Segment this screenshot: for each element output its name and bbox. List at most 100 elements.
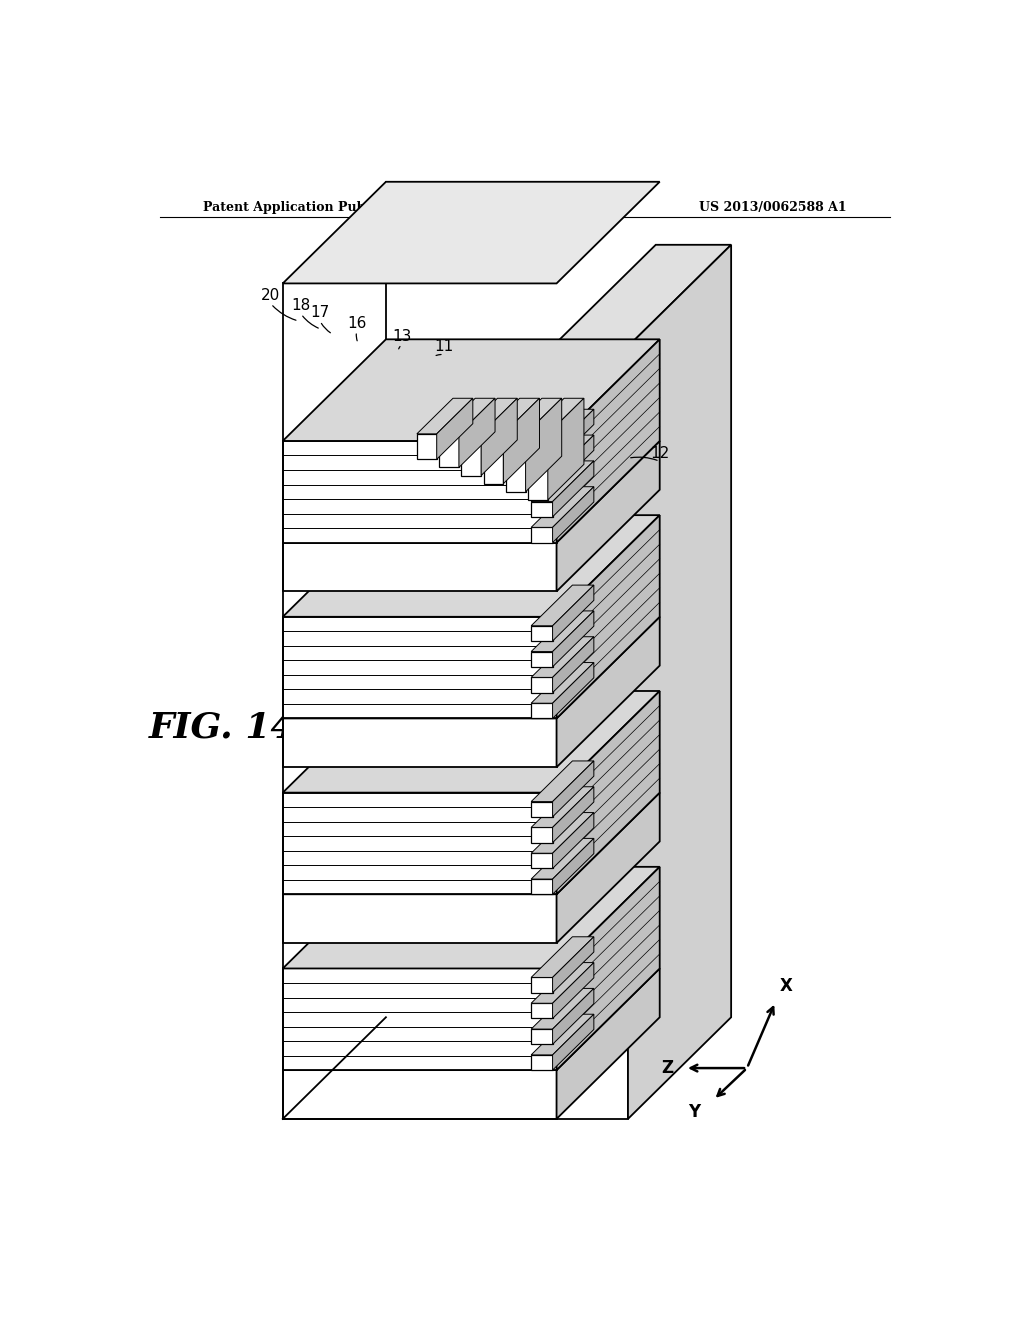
Polygon shape xyxy=(531,626,553,642)
Polygon shape xyxy=(283,543,557,591)
Polygon shape xyxy=(557,441,659,591)
Polygon shape xyxy=(283,792,659,894)
Polygon shape xyxy=(553,585,594,642)
Polygon shape xyxy=(531,636,594,677)
Polygon shape xyxy=(531,853,553,869)
Polygon shape xyxy=(283,616,557,718)
Text: Z: Z xyxy=(662,1059,674,1077)
Polygon shape xyxy=(531,436,594,475)
Polygon shape xyxy=(531,677,553,693)
Polygon shape xyxy=(283,718,557,767)
Polygon shape xyxy=(628,244,731,1119)
Polygon shape xyxy=(531,487,594,528)
Text: Mar. 14, 2013  Sheet 27 of 27: Mar. 14, 2013 Sheet 27 of 27 xyxy=(370,201,578,214)
Polygon shape xyxy=(553,937,594,993)
Polygon shape xyxy=(557,969,659,1119)
Polygon shape xyxy=(283,441,557,543)
Text: Patent Application Publication: Patent Application Publication xyxy=(204,201,419,214)
Polygon shape xyxy=(531,461,594,502)
Text: US 2013/0062588 A1: US 2013/0062588 A1 xyxy=(699,201,847,214)
Polygon shape xyxy=(531,611,594,652)
Polygon shape xyxy=(557,867,659,1071)
Text: X: X xyxy=(780,977,793,995)
Polygon shape xyxy=(461,434,481,475)
Polygon shape xyxy=(553,1014,594,1071)
Polygon shape xyxy=(528,434,548,500)
Polygon shape xyxy=(283,1071,557,1119)
Polygon shape xyxy=(283,690,659,792)
Polygon shape xyxy=(506,399,562,434)
Polygon shape xyxy=(483,434,504,483)
Polygon shape xyxy=(557,690,659,894)
Polygon shape xyxy=(531,879,553,894)
Polygon shape xyxy=(553,838,594,894)
Polygon shape xyxy=(531,502,553,517)
Polygon shape xyxy=(531,813,594,853)
Polygon shape xyxy=(459,399,495,467)
Polygon shape xyxy=(531,937,594,977)
Text: Y: Y xyxy=(688,1104,700,1121)
Polygon shape xyxy=(531,838,594,879)
Polygon shape xyxy=(439,434,459,467)
Polygon shape xyxy=(531,1030,553,1044)
Polygon shape xyxy=(283,515,659,616)
Polygon shape xyxy=(531,652,553,667)
Polygon shape xyxy=(557,515,659,718)
Polygon shape xyxy=(417,434,436,459)
Polygon shape xyxy=(557,792,659,942)
Polygon shape xyxy=(525,399,562,492)
Polygon shape xyxy=(283,969,659,1071)
Polygon shape xyxy=(553,461,594,517)
Polygon shape xyxy=(531,704,553,718)
Polygon shape xyxy=(283,867,659,969)
Polygon shape xyxy=(283,969,557,1071)
Text: 13: 13 xyxy=(392,329,412,343)
Text: 20: 20 xyxy=(261,288,281,304)
Polygon shape xyxy=(553,487,594,543)
Polygon shape xyxy=(504,399,540,483)
Polygon shape xyxy=(553,409,594,465)
Polygon shape xyxy=(531,828,553,842)
Polygon shape xyxy=(553,663,594,718)
Polygon shape xyxy=(531,760,594,801)
Polygon shape xyxy=(553,346,628,1119)
Polygon shape xyxy=(531,801,553,817)
Polygon shape xyxy=(283,182,659,284)
Polygon shape xyxy=(461,399,517,434)
Polygon shape xyxy=(548,399,584,500)
Polygon shape xyxy=(553,962,594,1019)
Polygon shape xyxy=(531,409,594,450)
Polygon shape xyxy=(283,339,659,441)
Text: 11: 11 xyxy=(434,339,454,354)
Polygon shape xyxy=(531,585,594,626)
Polygon shape xyxy=(283,894,557,942)
Polygon shape xyxy=(531,962,594,1003)
Polygon shape xyxy=(531,1055,553,1071)
Polygon shape xyxy=(531,977,553,993)
Polygon shape xyxy=(553,244,731,346)
Polygon shape xyxy=(531,1014,594,1055)
Polygon shape xyxy=(553,813,594,869)
Polygon shape xyxy=(557,616,659,767)
Polygon shape xyxy=(553,611,594,667)
Polygon shape xyxy=(506,434,525,492)
Text: 16: 16 xyxy=(347,315,367,330)
Polygon shape xyxy=(531,989,594,1030)
Polygon shape xyxy=(283,441,659,543)
Polygon shape xyxy=(283,616,659,718)
Polygon shape xyxy=(553,636,594,693)
Polygon shape xyxy=(553,760,594,817)
Polygon shape xyxy=(531,528,553,543)
Polygon shape xyxy=(483,399,540,434)
Polygon shape xyxy=(553,436,594,491)
Polygon shape xyxy=(553,787,594,842)
Polygon shape xyxy=(531,663,594,704)
Polygon shape xyxy=(417,399,473,434)
Polygon shape xyxy=(531,1003,553,1019)
Text: 17: 17 xyxy=(310,305,330,321)
Polygon shape xyxy=(439,399,495,434)
Polygon shape xyxy=(531,787,594,828)
Polygon shape xyxy=(557,339,659,543)
Polygon shape xyxy=(436,399,473,459)
Polygon shape xyxy=(531,475,553,491)
